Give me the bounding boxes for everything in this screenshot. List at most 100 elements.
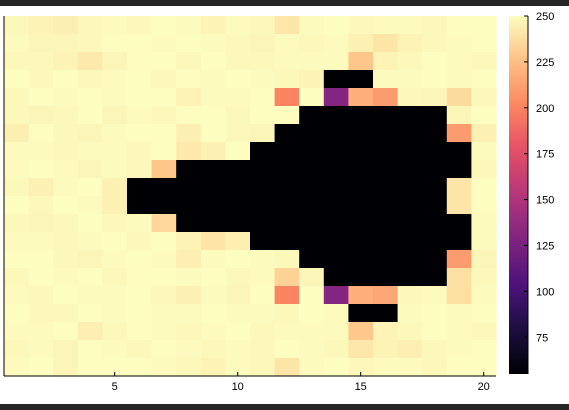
heatmap-cell [225,34,251,53]
heatmap-cell [127,358,153,377]
heatmap-cell [127,304,153,323]
heatmap-cell [102,358,128,377]
heatmap-cell [299,322,325,341]
heatmap-cell [77,250,103,269]
heatmap-cell [446,52,472,71]
heatmap-cell [422,304,448,323]
heatmap-cell [446,106,472,125]
heatmap-cell [422,178,448,197]
plot-axes [3,16,496,377]
heatmap-cell [250,214,276,233]
heatmap-cell [446,250,472,269]
heatmap-cell [422,52,448,71]
heatmap-cell [4,268,30,287]
heatmap-cell [4,142,30,161]
heatmap-cell [28,322,54,341]
x-axis-ticks: 5 10 15 20 [112,372,490,393]
heatmap-cell [422,340,448,359]
heatmap-cell [323,16,349,35]
heatmap-cell [471,286,497,305]
heatmap-cell [151,358,177,377]
heatmap-cell [373,304,399,323]
heatmap-cell [28,214,54,233]
heatmap-cell [127,286,153,305]
heatmap-cell [102,52,128,71]
heatmap-cell [471,232,497,251]
heatmap-cell [422,160,448,179]
heatmap-cell [373,250,399,269]
heatmap-cell [127,214,153,233]
heatmap-cell [323,232,349,251]
heatmap-cell [200,106,226,125]
heatmap-cell [225,70,251,89]
heatmap-cell [348,34,374,53]
heatmap-cell [151,124,177,143]
heatmap-cell [299,304,325,323]
heatmap-cell [102,34,128,53]
heatmap-cell [446,214,472,233]
heatmap-cell [397,304,423,323]
heatmap-cell [176,304,202,323]
heatmap-cell [250,358,276,377]
heatmap-cell [176,70,202,89]
heatmap-cell [176,268,202,287]
heatmap-cell [373,70,399,89]
heatmap-cell [422,214,448,233]
heatmap-cell [151,142,177,161]
heatmap-cell [373,160,399,179]
heatmap-cell [446,340,472,359]
heatmap-cell [53,34,79,53]
heatmap-cell [28,16,54,35]
heatmap-cell [422,232,448,251]
heatmap-cell [299,214,325,233]
heatmap-cell [323,340,349,359]
heatmap-cell [4,250,30,269]
heatmap-cell [274,286,300,305]
heatmap-cell [274,160,300,179]
heatmap-cell [348,304,374,323]
heatmap-cell [200,340,226,359]
heatmap-cell [28,304,54,323]
x-tick-label: 5 [112,381,118,393]
heatmap-cell [28,286,54,305]
heatmap-cell [323,34,349,53]
heatmap-cell [225,160,251,179]
heatmap-cell [323,124,349,143]
heatmap-cell [274,142,300,161]
heatmap-cell [471,160,497,179]
heatmap-cell [102,196,128,215]
heatmap-cell [373,88,399,107]
heatmap-cell [127,124,153,143]
heatmap-cell [397,124,423,143]
heatmap-cell [151,106,177,125]
heatmap-cell [422,286,448,305]
heatmap-cell [299,250,325,269]
x-tick-label: 20 [478,381,490,393]
heatmap-cell [397,214,423,233]
heatmap-cell [77,88,103,107]
heatmap-cell [422,322,448,341]
heatmap-cell [471,16,497,35]
heatmap-cell [250,16,276,35]
heatmap-cell [4,88,30,107]
heatmap-cell [250,250,276,269]
heatmap-cell [446,322,472,341]
heatmap-cell [28,160,54,179]
heatmap-cell [4,196,30,215]
heatmap-cell [4,340,30,359]
heatmap-cell [200,232,226,251]
heatmap-cell [127,70,153,89]
heatmap-cell [225,232,251,251]
heatmap-cell [446,232,472,251]
heatmap-cell [176,286,202,305]
heatmap-cell [77,340,103,359]
heatmap-cell [422,124,448,143]
heatmap-cell [176,16,202,35]
heatmap-cell [250,34,276,53]
heatmap-cell [4,16,30,35]
heatmap-cell [397,196,423,215]
heatmap-cell [127,106,153,125]
bottom-frame-bar [0,404,569,410]
heatmap-cell [471,304,497,323]
heatmap-cell [250,286,276,305]
